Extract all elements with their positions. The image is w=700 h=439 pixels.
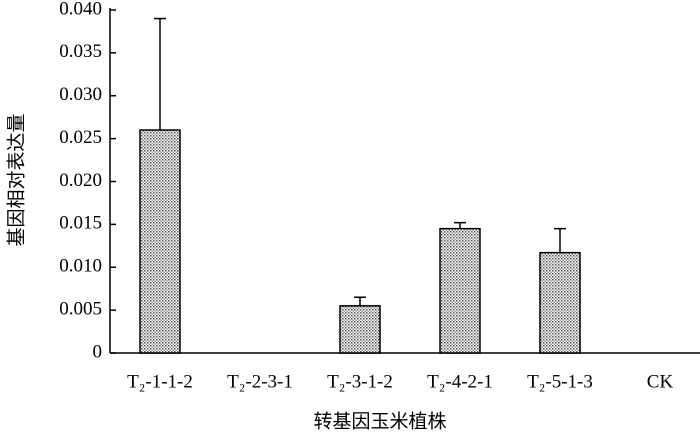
x-axis-label: 转基因玉米植株 [313,410,446,432]
y-tick-label: 0.035 [59,41,102,62]
x-tick-label: CK [647,371,674,392]
y-tick-label: 0.040 [59,0,102,19]
bar [439,227,481,354]
x-tick-label: T₂-1-1-2 [127,371,193,392]
bar [339,305,381,354]
y-tick-label: 0 [93,341,103,362]
y-axis-label: 基因相对表达量 [5,113,27,246]
y-tick-label: 0.030 [59,84,102,105]
x-tick-label: T₂-3-1-2 [327,371,393,392]
bar [139,129,181,354]
y-tick-label: 0.020 [59,170,102,191]
y-tick-label: 0.025 [59,127,102,148]
x-tick-label: T₂-4-2-1 [427,371,493,392]
y-tick-label: 0.005 [59,298,102,319]
y-tick-label: 0.010 [59,256,102,277]
x-tick-label: T₂-5-1-3 [527,371,593,392]
y-tick-label: 0.015 [59,213,102,234]
bar [539,251,581,354]
x-tick-label: T₂-2-3-1 [227,371,293,392]
